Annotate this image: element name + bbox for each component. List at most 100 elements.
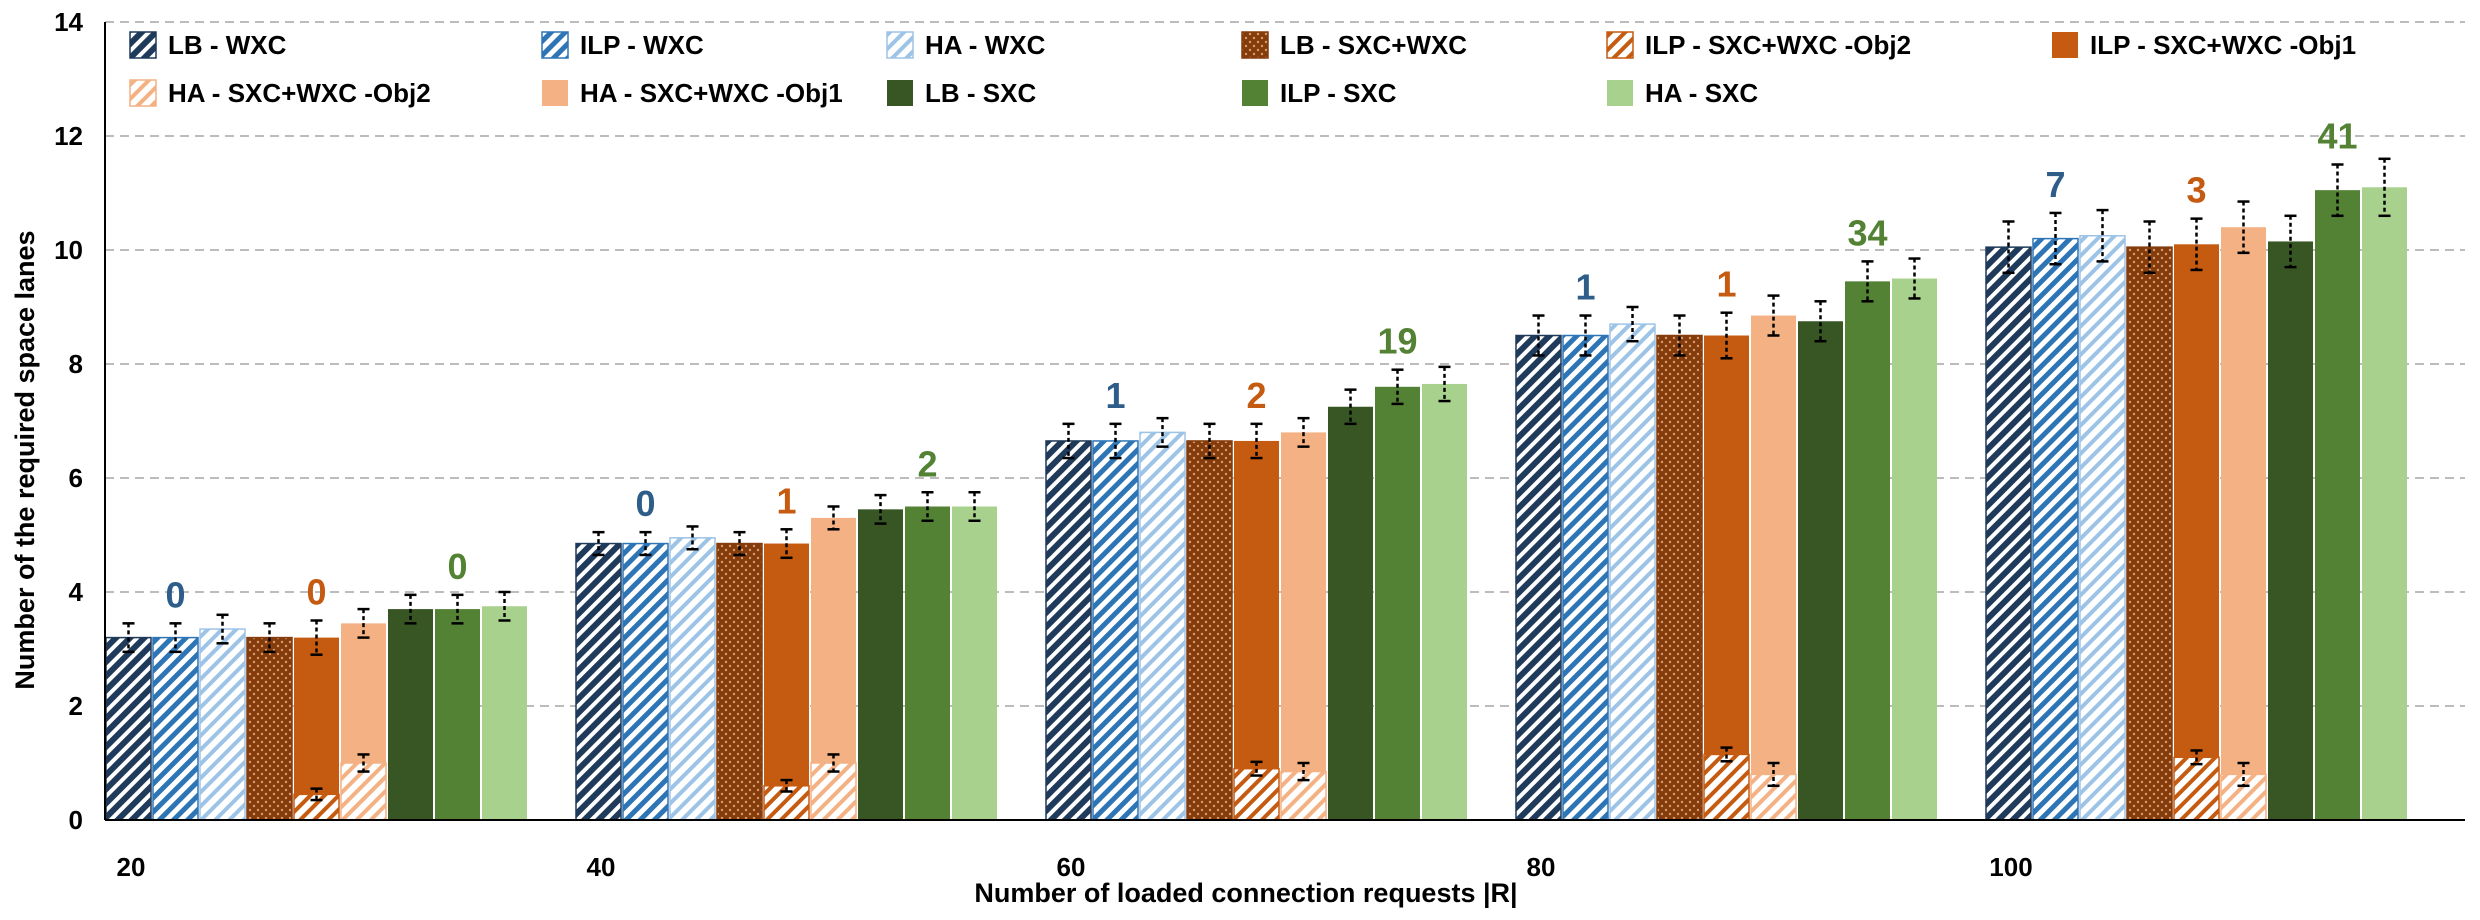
error-bar bbox=[874, 493, 887, 525]
error-bar bbox=[827, 753, 840, 773]
error-bar bbox=[2237, 200, 2250, 255]
error-bar bbox=[1720, 746, 1733, 763]
annotation-label: 2 bbox=[1246, 375, 1266, 416]
error-bar bbox=[1861, 260, 1874, 303]
bar bbox=[2268, 241, 2313, 820]
bar bbox=[2174, 244, 2219, 821]
legend-label: LB - WXC bbox=[168, 30, 287, 60]
legend-swatch bbox=[2052, 32, 2078, 58]
bar bbox=[199, 628, 246, 821]
error-bar bbox=[1391, 368, 1404, 406]
legend-item: LB - WXC bbox=[129, 30, 287, 60]
error-bar bbox=[1908, 257, 1921, 300]
bar bbox=[669, 537, 716, 821]
bar bbox=[1281, 432, 1326, 820]
legend-swatch bbox=[886, 31, 914, 59]
x-tick-label: 40 bbox=[587, 852, 616, 882]
bar bbox=[1375, 386, 1420, 820]
bar bbox=[575, 542, 622, 821]
error-bar bbox=[1250, 422, 1263, 460]
legend-item: ILP - SXC bbox=[1242, 78, 1397, 108]
error-bars bbox=[122, 157, 2391, 802]
error-bar bbox=[827, 505, 840, 531]
legend-item: ILP - SXC+WXC -Obj1 bbox=[2052, 30, 2356, 60]
bar bbox=[1562, 334, 1609, 821]
annotation-label: 1 bbox=[1716, 264, 1736, 305]
y-tick-label: 4 bbox=[69, 577, 84, 607]
error-bar bbox=[404, 593, 417, 625]
x-axis-title: Number of loaded connection requests |R| bbox=[974, 878, 1517, 908]
legend-item: HA - SXC+WXC -Obj2 bbox=[129, 78, 431, 108]
bar bbox=[105, 636, 152, 821]
bar bbox=[1045, 440, 1092, 821]
x-tick-label: 20 bbox=[117, 852, 146, 882]
bar bbox=[858, 509, 903, 820]
bar bbox=[482, 606, 527, 820]
error-bar bbox=[1532, 314, 1545, 357]
error-bar bbox=[1344, 388, 1357, 426]
error-bar bbox=[2096, 208, 2109, 263]
bar bbox=[1892, 278, 1937, 820]
legend-label: LB - SXC+WXC bbox=[1280, 30, 1467, 60]
error-bar bbox=[169, 622, 182, 654]
legend-label: HA - WXC bbox=[925, 30, 1046, 60]
error-bar bbox=[263, 622, 276, 654]
error-bar bbox=[2190, 749, 2203, 766]
y-tick-label: 2 bbox=[69, 691, 83, 721]
bar bbox=[2173, 756, 2220, 821]
bar bbox=[1609, 323, 1656, 821]
error-bar bbox=[2331, 163, 2344, 218]
annotation-label: 0 bbox=[447, 546, 467, 587]
bar bbox=[1092, 440, 1139, 821]
bar bbox=[1422, 383, 1467, 820]
y-tick-label: 8 bbox=[69, 349, 83, 379]
annotation-label: 1 bbox=[776, 480, 796, 521]
bar bbox=[2079, 235, 2126, 821]
bar bbox=[764, 543, 809, 820]
error-bar bbox=[1673, 314, 1686, 357]
annotation-label: 1 bbox=[1575, 267, 1595, 308]
error-bar bbox=[686, 525, 699, 551]
bar bbox=[716, 542, 763, 821]
annotation-label: 34 bbox=[1847, 212, 1887, 253]
legend-item: ILP - SXC+WXC -Obj2 bbox=[1606, 30, 1911, 60]
annotation-label: 0 bbox=[306, 572, 326, 613]
bar bbox=[2362, 187, 2407, 821]
annotation-label: 1 bbox=[1105, 375, 1125, 416]
bar bbox=[1703, 753, 1750, 821]
legend-label: HA - SXC+WXC -Obj2 bbox=[168, 78, 431, 108]
error-bar bbox=[2378, 157, 2391, 218]
legend-label: ILP - WXC bbox=[580, 30, 704, 60]
bar bbox=[1751, 315, 1796, 820]
error-bar bbox=[1626, 305, 1639, 343]
error-bar bbox=[1814, 300, 1827, 343]
legend-swatch bbox=[129, 31, 157, 59]
bar bbox=[1234, 440, 1279, 820]
error-bar bbox=[498, 590, 511, 622]
legend-swatch bbox=[542, 80, 568, 106]
annotation-label: 7 bbox=[2045, 164, 2065, 205]
x-tick-label: 100 bbox=[1989, 852, 2032, 882]
error-bar bbox=[2237, 761, 2250, 788]
annotation-label: 3 bbox=[2186, 170, 2206, 211]
error-bar bbox=[122, 622, 135, 654]
legend-swatch bbox=[1242, 80, 1268, 106]
bar bbox=[388, 609, 433, 820]
error-bar bbox=[451, 593, 464, 625]
legend-item: LB - SXC+WXC bbox=[1241, 30, 1467, 60]
y-axis-title: Number of the required space lanes bbox=[10, 230, 40, 689]
y-tick-label: 0 bbox=[69, 805, 83, 835]
bar bbox=[2315, 190, 2360, 820]
x-tick-label: 80 bbox=[1527, 852, 1556, 882]
annotation-label: 0 bbox=[635, 483, 655, 524]
error-bar bbox=[2002, 220, 2015, 275]
bar bbox=[905, 506, 950, 820]
legend-label: HA - SXC bbox=[1645, 78, 1758, 108]
error-bar bbox=[592, 530, 605, 557]
error-bar bbox=[921, 491, 934, 522]
legend-swatch bbox=[1607, 80, 1633, 106]
legend-label: HA - SXC+WXC -Obj1 bbox=[580, 78, 843, 108]
annotation-label: 0 bbox=[165, 574, 185, 615]
error-bar bbox=[780, 778, 793, 793]
